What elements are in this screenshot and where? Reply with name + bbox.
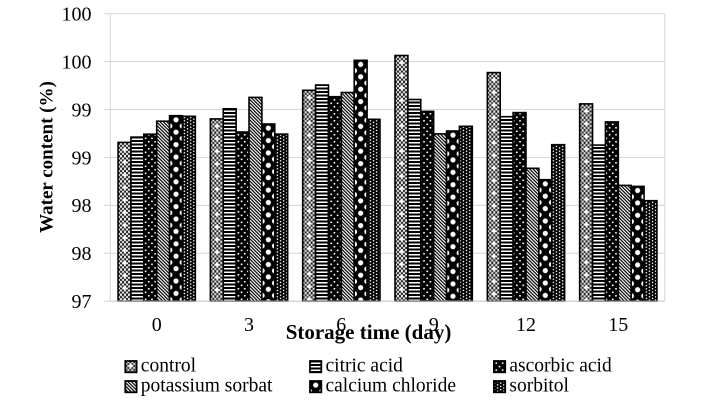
svg-text:sorbitol: sorbitol [509, 376, 569, 397]
svg-text:citric acid: citric acid [326, 356, 404, 377]
svg-text:potassium sorbat: potassium sorbat [141, 376, 273, 397]
svg-text:98: 98 [72, 243, 92, 265]
svg-text:9: 9 [429, 314, 439, 336]
svg-text:98: 98 [72, 195, 92, 217]
svg-text:99: 99 [72, 99, 92, 121]
svg-text:ascorbic acid: ascorbic acid [509, 356, 612, 377]
svg-text:Water content (%): Water content (%) [36, 81, 57, 233]
svg-text:15: 15 [608, 314, 628, 336]
svg-text:100: 100 [62, 4, 92, 26]
svg-text:3: 3 [244, 314, 254, 336]
svg-text:12: 12 [516, 314, 536, 336]
svg-text:calcium chloride: calcium chloride [326, 376, 456, 397]
svg-text:0: 0 [152, 314, 162, 336]
svg-text:99: 99 [72, 147, 92, 169]
svg-text:97: 97 [72, 291, 92, 313]
svg-text:100: 100 [62, 51, 92, 73]
svg-text:control: control [141, 356, 197, 377]
svg-text:Storage time (day): Storage time (day) [286, 320, 452, 344]
svg-text:6: 6 [336, 314, 346, 336]
